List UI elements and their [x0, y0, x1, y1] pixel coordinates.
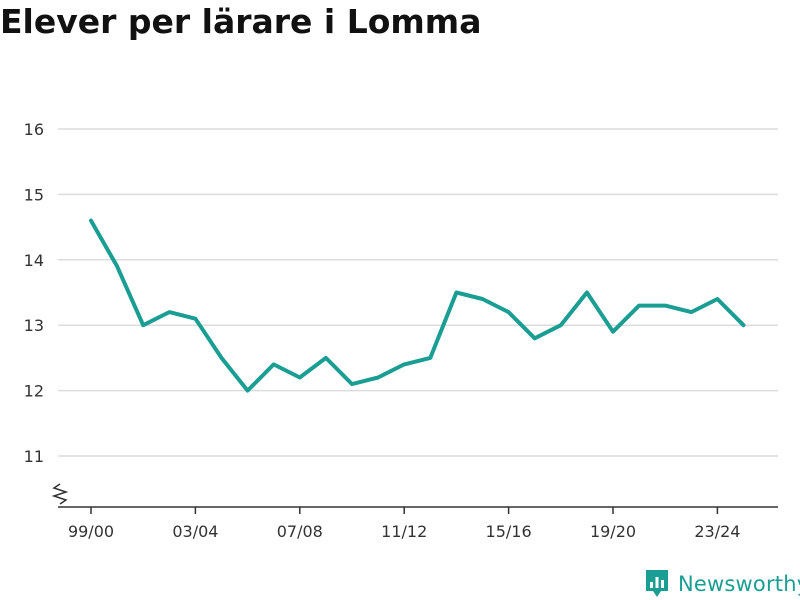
axis-break-zigzag — [51, 483, 69, 505]
x-axis-ticks: 99/00 03/04 07/08 11/12 15/16 19/20 23/24 — [68, 507, 740, 541]
x-tick-label: 11/12 — [381, 522, 427, 541]
y-tick-label: 12 — [24, 382, 44, 401]
x-tick-label: 99/00 — [68, 522, 114, 541]
y-tick-label: 14 — [24, 251, 44, 270]
y-tick-label: 13 — [24, 316, 44, 335]
gridlines — [58, 128, 778, 457]
series-lines — [89, 218, 746, 393]
x-tick-label: 15/16 — [486, 522, 532, 541]
bar-chart-icon — [646, 570, 668, 597]
x-tick-label: 03/04 — [172, 522, 218, 541]
x-tick-label: 23/24 — [694, 522, 740, 541]
x-tick-label: 07/08 — [277, 522, 323, 541]
y-axis-ticks: 11 12 13 14 15 16 — [24, 120, 44, 466]
axis-break-icon — [51, 483, 69, 505]
chart-title: Elever per lärare i Lomma — [0, 2, 482, 41]
y-tick-label: 15 — [24, 185, 44, 204]
y-tick-label: 16 — [24, 120, 44, 139]
logo-text: Newsworthy — [678, 571, 800, 596]
y-tick-label: 11 — [24, 447, 44, 466]
newsworthy-logo: Newsworthy — [644, 569, 800, 599]
series-line — [89, 218, 746, 393]
x-tick-label: 19/20 — [590, 522, 636, 541]
